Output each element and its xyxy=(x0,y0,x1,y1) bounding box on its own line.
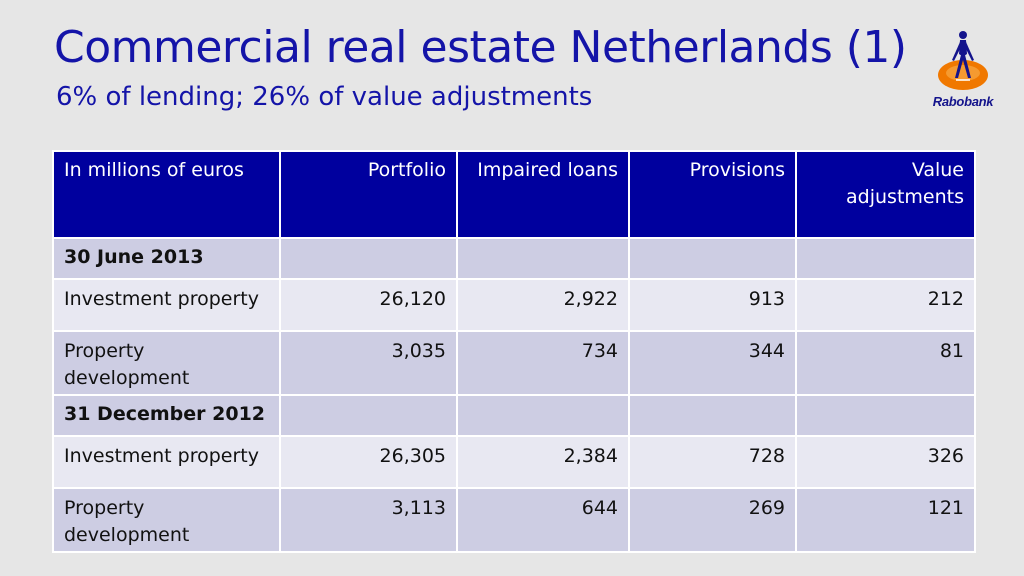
slide-subtitle: 6% of lending; 26% of value adjustments xyxy=(56,82,593,112)
provisions-value: 269 xyxy=(628,487,797,553)
section-row: 31 December 2012 xyxy=(52,394,976,437)
impaired-loans-value: 644 xyxy=(456,487,630,553)
rabobank-logo: Rabobank xyxy=(928,30,998,114)
rabobank-figure-icon xyxy=(938,31,988,90)
impaired-loans-value: 2,922 xyxy=(456,278,630,332)
row-label: Investment property xyxy=(52,435,281,489)
row-label: Investment property xyxy=(52,278,281,332)
slide-title: Commercial real estate Netherlands (1) xyxy=(54,22,907,73)
row-label: Property development xyxy=(52,487,281,553)
table-header-row: In millions of euros Portfolio Impaired … xyxy=(52,150,976,239)
rabobank-wordmark: Rabobank xyxy=(932,94,994,109)
table-row: Property development 3,113 644 269 121 xyxy=(52,487,976,553)
portfolio-value: 26,305 xyxy=(279,435,458,489)
cre-table: In millions of euros Portfolio Impaired … xyxy=(52,150,976,553)
provisions-value: 913 xyxy=(628,278,797,332)
value-adjustments-value: 326 xyxy=(795,435,976,489)
row-label: Property development xyxy=(52,330,281,396)
value-adjustments-value: 212 xyxy=(795,278,976,332)
section-label: 30 June 2013 xyxy=(52,237,281,280)
value-adjustments-value: 81 xyxy=(795,330,976,396)
provisions-value: 728 xyxy=(628,435,797,489)
impaired-loans-value: 2,384 xyxy=(456,435,630,489)
portfolio-value: 3,113 xyxy=(279,487,458,553)
portfolio-value: 3,035 xyxy=(279,330,458,396)
table-row: Investment property 26,120 2,922 913 212 xyxy=(52,278,976,332)
header-portfolio: Portfolio xyxy=(279,150,458,239)
header-value-adjustments: Value adjustments xyxy=(795,150,976,239)
value-adjustments-value: 121 xyxy=(795,487,976,553)
provisions-value: 344 xyxy=(628,330,797,396)
table-row: Investment property 26,305 2,384 728 326 xyxy=(52,435,976,489)
portfolio-value: 26,120 xyxy=(279,278,458,332)
header-provisions: Provisions xyxy=(628,150,797,239)
header-impaired-loans: Impaired loans xyxy=(456,150,630,239)
section-label: 31 December 2012 xyxy=(52,394,281,437)
table-row: Property development 3,035 734 344 81 xyxy=(52,330,976,396)
impaired-loans-value: 734 xyxy=(456,330,630,396)
section-row: 30 June 2013 xyxy=(52,237,976,280)
header-units: In millions of euros xyxy=(52,150,281,239)
